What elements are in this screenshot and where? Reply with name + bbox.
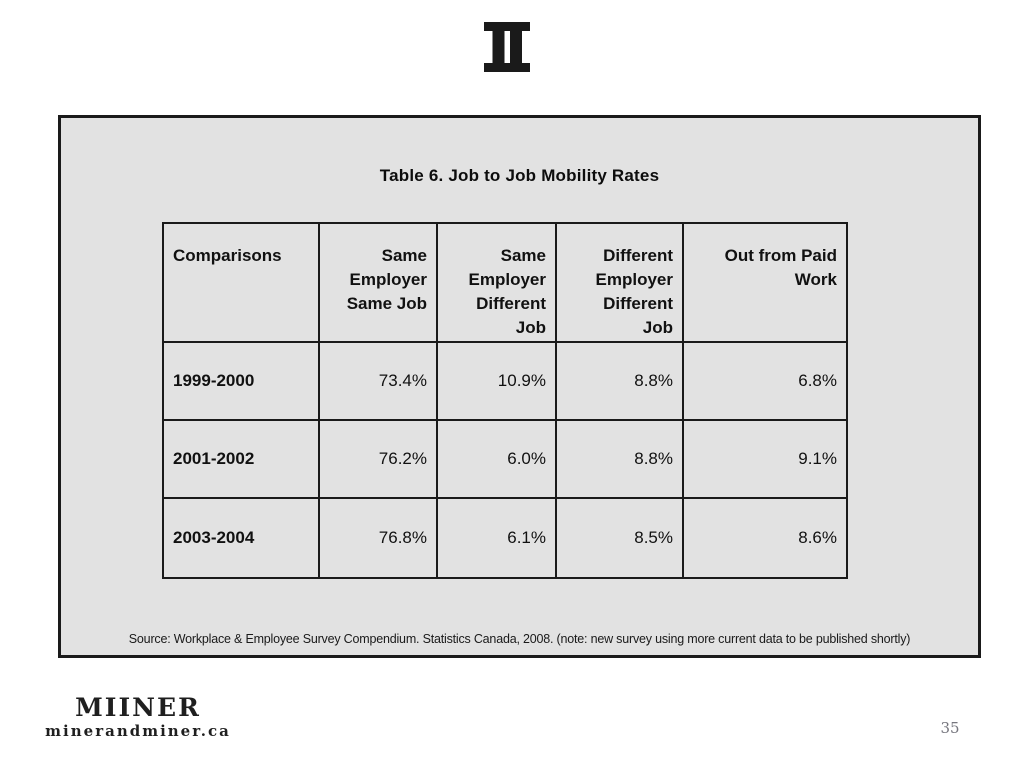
cell-value: 6.8% <box>682 341 848 421</box>
cell-value: 76.2% <box>318 419 438 499</box>
cell-value: 8.6% <box>682 497 848 579</box>
cell-value: 6.1% <box>436 497 557 579</box>
row-label: 1999-2000 <box>162 341 320 421</box>
table-row: 1999-2000 73.4% 10.9% 8.8% 6.8% <box>162 341 848 421</box>
column-header-different-employer-different-job: Different Employer Different Job <box>555 222 684 343</box>
column-header-same-employer-same-job: Same Employer Same Job <box>318 222 438 343</box>
header-row: Comparisons Same Employer Same Job Same … <box>162 222 848 343</box>
brand-logo: MIINER minerandminer.ca <box>38 693 238 741</box>
cell-value: 8.8% <box>555 419 684 499</box>
page-number: 35 <box>940 719 960 737</box>
cell-value: 73.4% <box>318 341 438 421</box>
source-note: Source: Workplace & Employee Survey Comp… <box>128 632 911 646</box>
logo-wordmark: MIINER <box>75 693 201 722</box>
table-row: 2003-2004 76.8% 6.1% 8.5% 8.6% <box>162 497 848 579</box>
table-title: Table 6. Job to Job Mobility Rates <box>379 166 660 185</box>
content-panel: Table 6. Job to Job Mobility Rates Compa… <box>58 115 981 658</box>
column-header-out-from-paid-work: Out from Paid Work <box>682 222 848 343</box>
row-label: 2003-2004 <box>162 497 320 579</box>
cell-value: 10.9% <box>436 341 557 421</box>
column-header-comparisons: Comparisons <box>162 222 320 343</box>
cell-value: 8.5% <box>555 497 684 579</box>
cell-value: 9.1% <box>682 419 848 499</box>
column-header-same-employer-different-job: Same Employer Different Job <box>436 222 557 343</box>
cell-value: 6.0% <box>436 419 557 499</box>
cell-value: 8.8% <box>555 341 684 421</box>
cell-value: 76.8% <box>318 497 438 579</box>
logo-domain: minerandminer.ca <box>45 722 231 740</box>
mobility-table: Comparisons Same Employer Same Job Same … <box>162 222 848 579</box>
table-row: 2001-2002 76.2% 6.0% 8.8% 9.1% <box>162 419 848 499</box>
row-label: 2001-2002 <box>162 419 320 499</box>
brand-ii-mark-icon <box>484 22 530 72</box>
